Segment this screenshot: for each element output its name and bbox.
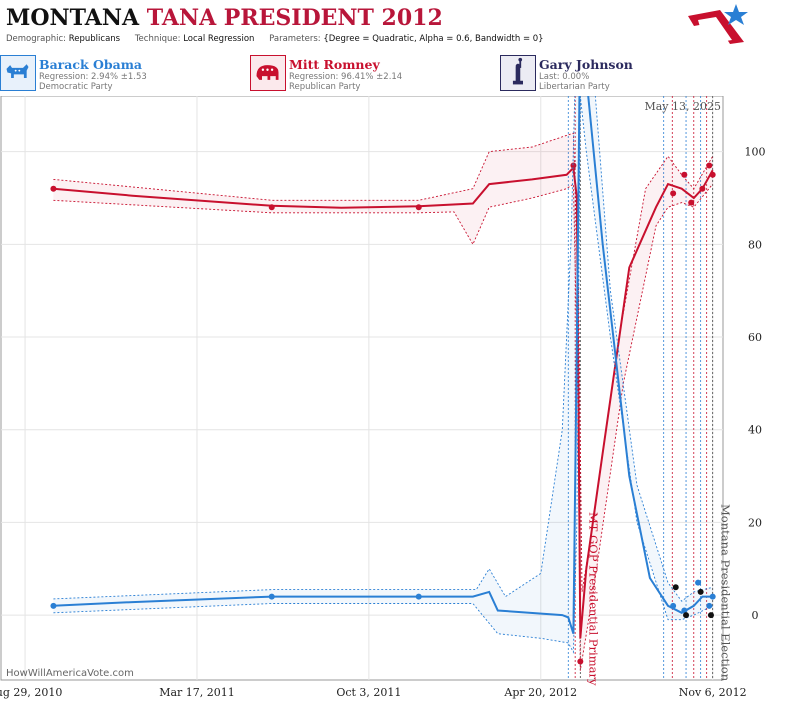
current-date-label: May 13, 2025	[644, 100, 721, 113]
poll-point-romney-2	[415, 204, 422, 211]
legend-name-johnson: Gary Johnson	[539, 57, 633, 72]
poll-point-romney-6	[681, 171, 688, 178]
upper-bound-obama	[53, 96, 713, 602]
y-tick-label-0: 0	[752, 609, 759, 622]
legend-last-johnson: Last: 0.00%	[539, 72, 590, 82]
legend-name-obama: Barack Obama	[39, 57, 143, 72]
legend-item-johnson[interactable]: Gary Johnson Last: 0.00% Libertarian Par…	[500, 55, 750, 92]
regression-line-obama	[53, 96, 713, 634]
x-tick-label-4: Nov 6, 2012	[679, 686, 747, 699]
statue-of-liberty-icon	[500, 55, 536, 91]
y-tick-label-1: 20	[748, 516, 762, 529]
technique-label: Technique:	[134, 34, 181, 44]
title-state: MONTANA	[6, 5, 140, 31]
donkey-icon	[0, 55, 36, 91]
poll-point-obama-0	[50, 602, 57, 609]
legend-item-romney[interactable]: Mitt Romney Regression: 96.41% ±2.14 Rep…	[250, 55, 500, 92]
poll-point-obama-1	[268, 593, 275, 600]
poll-point-romney-4	[577, 658, 584, 665]
title-race: TANA PRESIDENT 2012	[146, 5, 443, 31]
poll-point-johnson-0	[672, 584, 679, 591]
poll-point-romney-3	[570, 162, 577, 169]
parameters-value: {Degree = Quadratic, Alpha = 0.6, Bandwi…	[323, 34, 544, 44]
technique-value: Local Regression	[183, 34, 255, 44]
y-tick-label-5: 100	[745, 146, 766, 159]
regression-chart: Aug 29, 2010 Mar 17, 2011 Oct 3, 2011 Apr 2…	[0, 96, 766, 699]
event-label-0: MT GOP Presidential Primary	[586, 512, 600, 686]
poll-point-obama-7	[706, 602, 713, 609]
x-tick-label-2: Oct 3, 2011	[336, 686, 401, 699]
confidence-band-obama	[53, 96, 713, 653]
confidence-band-romney	[53, 133, 713, 671]
poll-point-romney-7	[688, 199, 695, 206]
demographic-label: Demographic:	[6, 34, 67, 44]
legend-regression-obama: Regression: 2.94% ±1.53	[39, 72, 147, 82]
site-logo-icon[interactable]	[686, 2, 750, 50]
lower-bound-romney	[53, 183, 714, 671]
legend-regression-romney: Regression: 96.41% ±2.14	[289, 72, 403, 82]
watermark: HowWillAmericaVote.com	[6, 668, 134, 679]
poll-point-johnson-2	[697, 588, 704, 595]
poll-point-obama-2	[415, 593, 422, 600]
legend-party-obama: Democratic Party	[39, 82, 113, 92]
poll-point-romney-0	[50, 185, 57, 192]
poll-point-obama-4	[670, 602, 677, 609]
legend-name-romney: Mitt Romney	[289, 57, 380, 72]
legend-item-obama[interactable]: Barack Obama Regression: 2.94% ±1.53 Dem…	[0, 55, 250, 92]
poll-point-romney-8	[699, 185, 706, 192]
chart-parameters: Demographic: Republicans Technique: Loca…	[6, 34, 556, 44]
poll-point-johnson-1	[683, 612, 690, 619]
demographic-value: Republicans	[68, 34, 121, 44]
page-title: MONTANA TANA PRESIDENT 2012	[6, 5, 443, 31]
event-label-1: Montana Presidential Election	[719, 504, 733, 682]
y-tick-label-4: 80	[748, 238, 762, 251]
poll-point-romney-10	[709, 171, 716, 178]
x-tick-label-1: Mar 17, 2011	[159, 686, 235, 699]
poll-point-obama-5	[681, 607, 688, 614]
elephant-icon	[250, 55, 286, 91]
header: MONTANA TANA PRESIDENT 2012 Demographic:…	[0, 0, 789, 52]
poll-point-johnson-3	[707, 612, 714, 619]
regression-line-romney	[53, 165, 714, 639]
parameters-label: Parameters:	[269, 34, 321, 44]
plot-content	[50, 96, 716, 680]
poll-point-obama-6	[695, 579, 702, 586]
poll-point-obama-8	[709, 593, 716, 600]
legend-party-johnson: Libertarian Party	[539, 82, 610, 92]
y-tick-label-3: 60	[748, 331, 762, 344]
candidate-legend: Barack Obama Regression: 2.94% ±1.53 Dem…	[0, 52, 789, 94]
x-tick-label-3: Apr 20, 2012	[503, 686, 577, 699]
poll-point-romney-1	[268, 204, 275, 211]
upper-bound-romney	[53, 132, 714, 592]
legend-party-romney: Republican Party	[289, 82, 361, 92]
y-tick-label-2: 40	[748, 424, 762, 437]
x-tick-label-0: Aug 29, 2010	[0, 686, 62, 699]
poll-point-romney-5	[670, 190, 677, 197]
poll-point-romney-9	[706, 162, 713, 169]
lower-bound-obama	[53, 96, 713, 654]
